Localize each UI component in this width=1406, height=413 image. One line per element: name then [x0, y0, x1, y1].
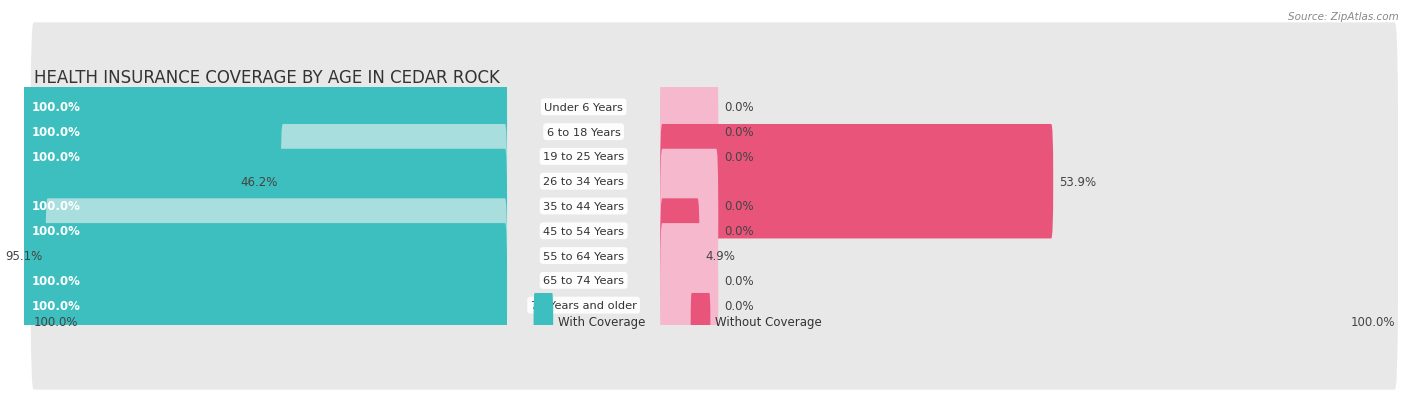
FancyBboxPatch shape — [661, 199, 700, 313]
FancyBboxPatch shape — [661, 223, 718, 338]
FancyBboxPatch shape — [22, 174, 508, 288]
FancyBboxPatch shape — [31, 23, 1398, 192]
FancyBboxPatch shape — [281, 125, 508, 239]
Text: 0.0%: 0.0% — [724, 299, 754, 312]
Text: 0.0%: 0.0% — [724, 200, 754, 213]
FancyBboxPatch shape — [661, 150, 718, 263]
FancyBboxPatch shape — [533, 293, 553, 350]
FancyBboxPatch shape — [661, 125, 1053, 239]
FancyBboxPatch shape — [45, 199, 508, 313]
FancyBboxPatch shape — [31, 73, 1398, 241]
Text: 100.0%: 100.0% — [32, 200, 80, 213]
Text: 100.0%: 100.0% — [32, 299, 80, 312]
Text: 46.2%: 46.2% — [240, 175, 278, 188]
FancyBboxPatch shape — [31, 221, 1398, 390]
Text: 53.9%: 53.9% — [1059, 175, 1097, 188]
Text: 45 to 54 Years: 45 to 54 Years — [543, 226, 624, 236]
Text: 0.0%: 0.0% — [724, 274, 754, 287]
Text: 4.9%: 4.9% — [706, 249, 735, 262]
FancyBboxPatch shape — [661, 248, 718, 363]
FancyBboxPatch shape — [31, 48, 1398, 217]
Text: 100.0%: 100.0% — [1350, 315, 1395, 328]
Text: 55 to 64 Years: 55 to 64 Years — [543, 251, 624, 261]
FancyBboxPatch shape — [22, 248, 508, 363]
Text: 19 to 25 Years: 19 to 25 Years — [543, 152, 624, 162]
Text: HEALTH INSURANCE COVERAGE BY AGE IN CEDAR ROCK: HEALTH INSURANCE COVERAGE BY AGE IN CEDA… — [34, 69, 499, 87]
Text: 26 to 34 Years: 26 to 34 Years — [543, 177, 624, 187]
FancyBboxPatch shape — [22, 50, 508, 165]
FancyBboxPatch shape — [31, 97, 1398, 266]
FancyBboxPatch shape — [661, 75, 718, 190]
Text: 0.0%: 0.0% — [724, 225, 754, 238]
Text: Without Coverage: Without Coverage — [716, 315, 823, 328]
FancyBboxPatch shape — [661, 174, 718, 288]
Text: 65 to 74 Years: 65 to 74 Years — [543, 275, 624, 286]
FancyBboxPatch shape — [31, 147, 1398, 316]
FancyBboxPatch shape — [31, 172, 1398, 340]
Text: 35 to 44 Years: 35 to 44 Years — [543, 202, 624, 211]
Text: 75 Years and older: 75 Years and older — [530, 300, 637, 310]
Text: 95.1%: 95.1% — [6, 249, 42, 262]
FancyBboxPatch shape — [22, 100, 508, 214]
Text: Source: ZipAtlas.com: Source: ZipAtlas.com — [1288, 12, 1399, 22]
Text: Under 6 Years: Under 6 Years — [544, 103, 623, 113]
FancyBboxPatch shape — [22, 150, 508, 263]
Text: 6 to 18 Years: 6 to 18 Years — [547, 127, 620, 138]
Text: With Coverage: With Coverage — [558, 315, 645, 328]
Text: 100.0%: 100.0% — [32, 101, 80, 114]
FancyBboxPatch shape — [31, 122, 1398, 291]
FancyBboxPatch shape — [31, 196, 1398, 365]
FancyBboxPatch shape — [690, 293, 710, 350]
Text: 0.0%: 0.0% — [724, 126, 754, 139]
Text: 100.0%: 100.0% — [32, 274, 80, 287]
Text: 100.0%: 100.0% — [32, 225, 80, 238]
Text: 100.0%: 100.0% — [32, 151, 80, 164]
Text: 0.0%: 0.0% — [724, 151, 754, 164]
FancyBboxPatch shape — [22, 223, 508, 338]
FancyBboxPatch shape — [661, 50, 718, 165]
FancyBboxPatch shape — [661, 100, 718, 214]
Text: 100.0%: 100.0% — [34, 315, 79, 328]
FancyBboxPatch shape — [22, 75, 508, 190]
Text: 100.0%: 100.0% — [32, 126, 80, 139]
Text: 0.0%: 0.0% — [724, 101, 754, 114]
